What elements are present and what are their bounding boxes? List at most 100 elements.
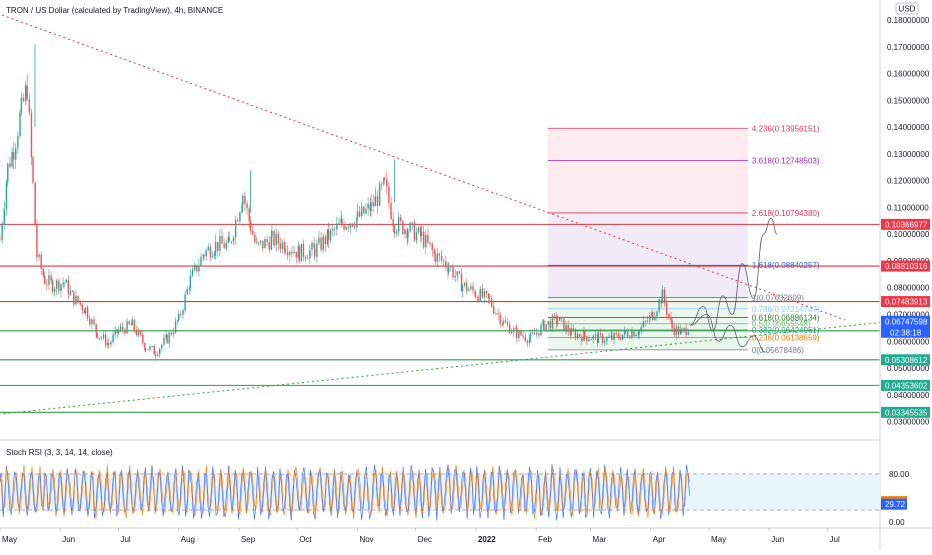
candle-body: [51, 280, 54, 293]
time-axis[interactable]: May Jun Jul Aug Sep Oct Nov Dec 2022 Feb Mar Apr May…: [0, 528, 840, 544]
candle: [100, 335, 103, 341]
candle: [563, 318, 565, 332]
price-tick-label: 0.15000000: [887, 96, 930, 105]
candle-body: [407, 231, 409, 239]
rsi-badge-bg: [881, 498, 907, 510]
candle-body: [536, 332, 538, 335]
candle: [608, 333, 610, 338]
candle-body: [369, 203, 371, 212]
candle: [542, 319, 544, 330]
candle: [594, 331, 597, 341]
candle-body: [383, 177, 385, 185]
candle: [249, 216, 252, 235]
candle: [182, 308, 184, 320]
candle: [108, 338, 110, 349]
candle: [180, 310, 182, 318]
candle-body: [144, 349, 147, 351]
candle: [232, 235, 235, 246]
fib-zone: [547, 160, 748, 213]
candle: [506, 317, 509, 328]
candle: [540, 321, 542, 337]
candle: [255, 236, 258, 245]
candle: [139, 329, 142, 337]
candle-body: [561, 317, 563, 319]
candle-body: [270, 236, 273, 250]
fib-level-label: 3.618(0.12748503): [752, 157, 820, 166]
candle-body: [666, 303, 668, 315]
candle-body: [495, 313, 497, 315]
candle: [393, 224, 396, 239]
candle: [390, 196, 392, 221]
candle-body: [329, 229, 332, 241]
candle: [613, 332, 615, 345]
candle-body: [281, 242, 284, 249]
candle: [322, 233, 324, 253]
rsi-tick-label: 0.00: [889, 518, 905, 527]
candle-body: [479, 288, 481, 302]
candle: [621, 334, 624, 341]
candle-body: [91, 319, 93, 325]
candle-body: [275, 233, 277, 246]
candle: [289, 250, 291, 263]
candle: [483, 288, 486, 304]
candle: [567, 320, 569, 336]
candle-body: [452, 267, 454, 278]
price-axis[interactable]: 0.18000000 0.17000000 0.16000000 0.15000000…: [887, 16, 930, 527]
candle-body: [107, 343, 109, 346]
price-tick-label: 0.07000000: [887, 311, 930, 320]
candle-body: [271, 230, 273, 237]
candle-body: [670, 317, 672, 321]
candle-body: [79, 302, 81, 305]
candle-body: [370, 202, 372, 212]
candle: [178, 310, 180, 323]
candle-body: [351, 223, 354, 227]
candle-body: [687, 332, 689, 335]
candle: [501, 323, 504, 328]
fib-zone: [547, 128, 748, 161]
candle-body: [345, 227, 347, 230]
candle-body: [624, 329, 627, 333]
candle: [565, 320, 567, 335]
candle-body: [316, 243, 318, 257]
candle-body: [67, 279, 70, 295]
candle: [652, 311, 654, 322]
candle-body: [594, 334, 597, 336]
candle-body: [531, 332, 534, 334]
chart-title: TRON / US Dollar (calculated by TradingV…: [6, 6, 223, 15]
candle-body: [108, 343, 110, 345]
candle: [320, 232, 322, 253]
candle: [581, 333, 583, 345]
candle-body: [84, 307, 87, 314]
candle: [372, 194, 374, 213]
candle-body: [343, 224, 345, 230]
candle-body: [144, 342, 146, 350]
candle: [56, 278, 58, 296]
candle: [386, 171, 388, 195]
candle: [219, 229, 221, 257]
candle-body: [497, 313, 499, 315]
candle: [572, 324, 574, 332]
candle: [343, 221, 345, 232]
candle: [356, 217, 358, 233]
candle: [67, 275, 70, 299]
candle-body: [191, 269, 194, 276]
candle: [545, 324, 547, 333]
candle-body: [677, 326, 680, 335]
candle: [515, 325, 517, 329]
candle-body: [617, 333, 620, 338]
candle: [142, 330, 144, 346]
candle-body: [248, 208, 250, 222]
candle-body: [651, 311, 653, 316]
projection-path-up: [689, 217, 778, 331]
candle-body: [638, 330, 640, 335]
candle-body: [313, 242, 315, 248]
candle: [411, 221, 413, 230]
candle-body: [383, 177, 386, 180]
candle-body: [268, 242, 270, 250]
candle-body: [11, 152, 13, 167]
candle: [660, 298, 662, 308]
price-tick-label: 0.11000000: [887, 203, 929, 212]
candle: [440, 249, 443, 264]
currency-button[interactable]: USD: [895, 2, 919, 15]
candle: [388, 181, 390, 210]
